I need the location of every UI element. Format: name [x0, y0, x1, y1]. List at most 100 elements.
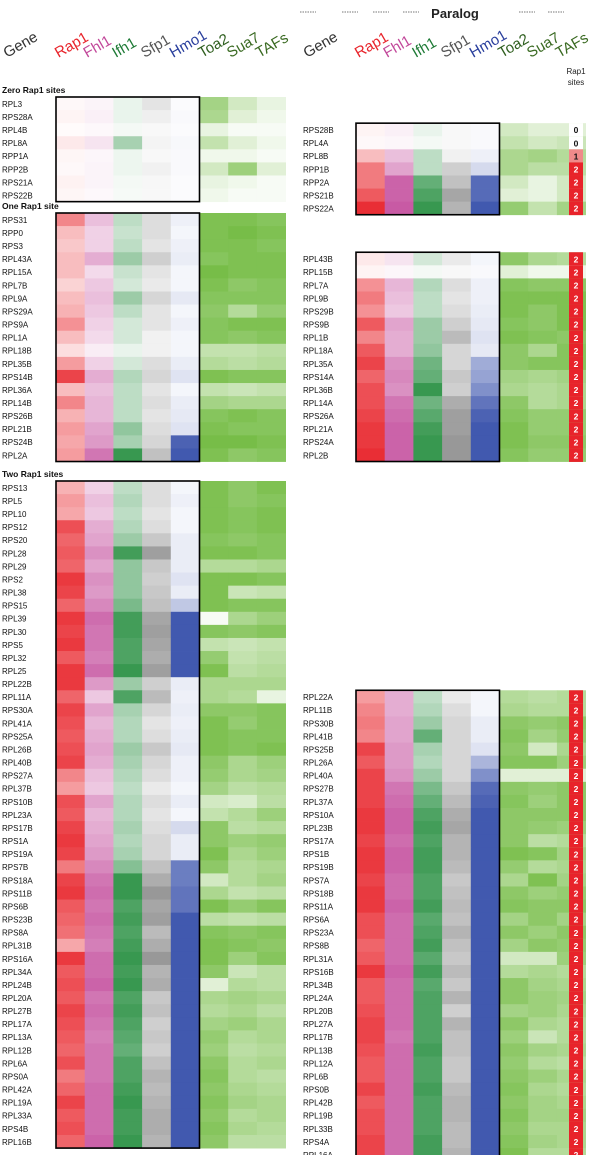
- cell-rpl9b-hmo1: [470, 291, 500, 305]
- cell-rps22b-sua7: [228, 188, 258, 203]
- cell-rpl1a-rap1: [56, 330, 86, 345]
- cell-rpl18a-sua7: [528, 343, 558, 358]
- gene-label-rpl20b: RPL20B: [303, 1007, 333, 1016]
- cell-rpl41b-toa2: [499, 729, 529, 743]
- row-rps12: RPS12: [2, 520, 286, 534]
- cell-rpl32-ifh1: [113, 651, 143, 665]
- cell-rps2-sfp1: [142, 572, 172, 587]
- cell-rps22b-fhl1: [84, 188, 114, 203]
- cell-rpl6a-fhl1: [84, 1056, 114, 1070]
- cell-rps9a-sua7: [228, 317, 258, 332]
- cell-rps7a-toa2: [499, 873, 529, 887]
- cell-rpl3-hmo1: [170, 97, 200, 111]
- gene-label-rpl8a: RPL8A: [2, 139, 28, 148]
- cell-rpl37b-rap1: [56, 781, 86, 796]
- row-rpl11a: RPL11A: [2, 690, 286, 704]
- rap1-sites-cell-rpl11b: [569, 703, 583, 717]
- rap1-sites-value-rpl35a: 2: [574, 359, 579, 369]
- cell-rpl18a-hmo1: [470, 343, 500, 358]
- cell-rps1a-ifh1: [113, 834, 143, 848]
- cell-rps14a-sfp1: [442, 369, 472, 384]
- row-rps14a: RPS14A 2: [303, 369, 586, 384]
- cell-rps7b-ifh1: [113, 860, 143, 874]
- row-rpl20b: RPL20B 2: [303, 1004, 586, 1018]
- gene-label-rpl35a: RPL35A: [303, 360, 333, 369]
- row-rpl19b: RPL19B 2: [303, 1108, 586, 1123]
- cell-rps29b-hmo1: [470, 304, 500, 319]
- cell-rpl23a-ifh1: [113, 808, 143, 822]
- cell-rpl40b-tafs: [256, 755, 286, 770]
- cell-rps22a-sua7: [528, 201, 558, 216]
- cell-rpl29-fhl1: [84, 559, 114, 573]
- cell-rpl14a-rap1: [356, 396, 386, 410]
- cell-rpl6b-sua7: [528, 1069, 558, 1084]
- rap1-sites-value-rpl26a: 2: [574, 758, 579, 768]
- cell-rpl35b-toa2: [199, 356, 229, 371]
- cell-rpl1b-sfp1: [442, 330, 472, 345]
- cell-rpl35b-sua7: [228, 356, 258, 371]
- cell-rpl38-sfp1: [142, 585, 172, 600]
- cell-rpl6b-toa2: [499, 1069, 529, 1084]
- cell-rpl18a-ifh1: [413, 343, 443, 358]
- cell-rpl22b-fhl1: [84, 677, 114, 691]
- rap1-sites-value-rpl43b: 2: [574, 254, 579, 264]
- gene-label-rps1b: RPS1B: [303, 850, 329, 859]
- cell-rpl17a-fhl1: [84, 1017, 114, 1031]
- gene-label-rpl12b: RPL12B: [2, 1046, 32, 1055]
- row-rpl10: RPL10: [2, 507, 286, 521]
- rap1-sites-cell-rps24a: [569, 435, 583, 449]
- cell-rpl6a-toa2: [199, 1056, 229, 1070]
- gene-label-rpl41b: RPL41B: [303, 732, 333, 741]
- cell-rpl20b-hmo1: [470, 1004, 500, 1018]
- cell-rps10b-rap1: [56, 794, 86, 809]
- cell-rps20-hmo1: [170, 533, 200, 547]
- cell-rpl11b-rap1: [356, 703, 386, 717]
- row-rpp1a: RPP1A: [2, 149, 286, 163]
- cell-rps7b-hmo1: [170, 860, 200, 874]
- row-rpl4b: RPL4B: [2, 123, 286, 137]
- row-rpl39: RPL39: [2, 611, 286, 626]
- cell-rpl1a-sua7: [228, 330, 258, 345]
- cell-rpp1a-fhl1: [84, 149, 114, 163]
- cell-rps26a-sua7: [528, 409, 558, 423]
- cell-rpl11b-hmo1: [470, 703, 500, 717]
- rap1-sites-value-rps4a: 2: [574, 1137, 579, 1147]
- cell-rps7b-rap1: [56, 860, 86, 874]
- cell-rpl18b-tafs: [256, 343, 286, 358]
- gene-label-rpl2a: RPL2A: [2, 451, 28, 460]
- row-rps29a: RPS29A: [2, 304, 286, 319]
- cell-rpl31a-sua7: [528, 951, 558, 966]
- cell-rpl34b-fhl1: [384, 978, 414, 992]
- cell-rpl23a-tafs: [256, 808, 286, 822]
- cell-rps29b-sua7: [528, 304, 558, 319]
- cell-rpl16a-sfp1: [442, 1148, 472, 1155]
- cell-rpp2a-fhl1: [384, 175, 414, 189]
- cell-rpl13a-sfp1: [142, 1030, 172, 1044]
- cell-rps27a-sfp1: [142, 768, 172, 783]
- cell-rpl12b-toa2: [199, 1043, 229, 1057]
- rap1-sites-cell-rps25b: [569, 742, 583, 757]
- cell-rps8a-hmo1: [170, 925, 200, 940]
- cell-rps0b-sua7: [528, 1082, 558, 1097]
- cell-rps28b-sfp1: [442, 123, 472, 137]
- gene-label-rpl7a: RPL7A: [303, 281, 329, 290]
- row-rpl12b: RPL12B: [2, 1043, 286, 1057]
- rap1-sites-cell-rpl19b: [569, 1108, 583, 1123]
- cell-rps27b-toa2: [499, 781, 529, 796]
- cell-rps29b-ifh1: [413, 304, 443, 319]
- cell-rpl12b-rap1: [56, 1043, 86, 1057]
- cell-rps30a-hmo1: [170, 703, 200, 717]
- cell-rps30b-sua7: [528, 716, 558, 730]
- cell-rps26a-fhl1: [384, 409, 414, 423]
- cell-rpl43a-fhl1: [84, 252, 114, 266]
- cell-rpl16a-fhl1: [384, 1148, 414, 1155]
- cell-rpl27a-toa2: [499, 1017, 529, 1031]
- cell-rpl1a-sfp1: [142, 330, 172, 345]
- gene-label-rpl42b: RPL42B: [303, 1099, 333, 1108]
- row-rps11a: RPS11A 2: [303, 899, 586, 914]
- cell-rps19a-sfp1: [142, 847, 172, 861]
- rap1-sites-value-rps26a: 2: [574, 411, 579, 421]
- row-rpl34b: RPL34B 2: [303, 978, 586, 992]
- cell-rps31-tafs: [256, 213, 286, 227]
- cell-rps30a-sua7: [228, 703, 258, 717]
